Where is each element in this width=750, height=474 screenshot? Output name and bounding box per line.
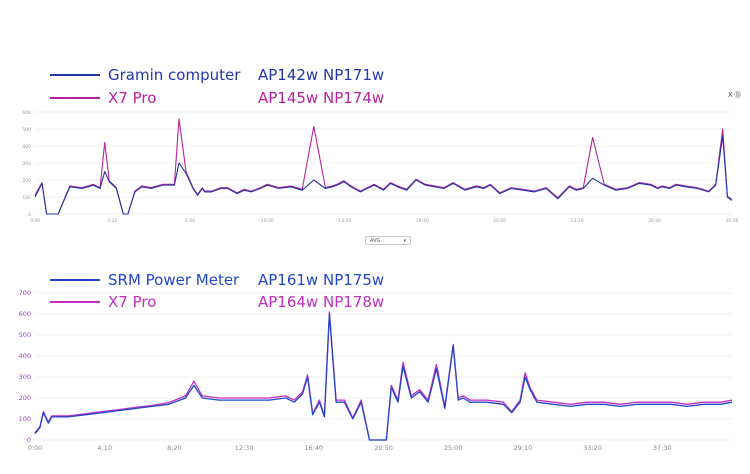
chart2-y-tick-label: 300 (19, 373, 31, 381)
metric-dropdown-value: AVG (370, 238, 381, 244)
chart2-x-tick-label: 37:30 (653, 444, 672, 452)
chart2-legend-label-srm: SRM Power Meter (108, 271, 240, 289)
chart1-y-tick-label: 300 (22, 161, 31, 167)
chart2-y-tick-label: 500 (19, 331, 31, 339)
chart1-series-line-x7-pro (34, 118, 733, 215)
chart1-x-tick-label: 26:40 (648, 218, 661, 224)
chart1-legend-stats-x7: AP145w NP174w (258, 89, 384, 107)
chart2-y-tick-label: 200 (19, 394, 31, 402)
chart1-legend-stats-garmin: AP142w NP171w (258, 66, 384, 84)
chart2-x-tick-label: 25:00 (444, 444, 463, 452)
chart2-legend-label-x7: X7 Pro (108, 293, 156, 311)
chart2-x-tick-label: 16:40 (304, 444, 323, 452)
chart1-x-tick-label: 16:40 (416, 218, 429, 224)
chart1-x-tick-label: 13:20 (338, 218, 351, 224)
chevron-down-icon: ▾ (403, 238, 406, 244)
chart2-x-tick-label: 4:10 (97, 444, 112, 452)
chart2-series-line-srm-power-meter (34, 313, 733, 441)
chart1-plot (34, 118, 733, 215)
chart2-y-tick-label: 600 (19, 310, 31, 318)
chart1-y-tick-label: 100 (22, 195, 31, 201)
chart2-x-tick-label: 12:30 (235, 444, 254, 452)
chart1-x-tick-label: 30:00 (726, 218, 739, 224)
chart2-x-tick-label: 20:50 (374, 444, 393, 452)
chart1-legend: Gramin computer AP142w NP171w X7 Pro AP1… (50, 66, 384, 107)
chart1-x-tick-label: 6:40 (185, 218, 195, 224)
chart2-legend-stats-srm: AP161w NP175w (258, 271, 384, 289)
chart2-y-tick-label: 700 (19, 289, 31, 297)
chart1-x-tick-label: 23:20 (571, 218, 584, 224)
chart1-x-tick-label: 10:00 (261, 218, 274, 224)
chart2-y-tick-label: 400 (19, 352, 31, 360)
chart2-series-line-x7-pro (34, 311, 733, 441)
chart2-x-axis: 0:00 4:10 8:20 12:30 16:40 20:50 25:00 29:10 33:… (28, 444, 672, 452)
corner-label: X Ⓓ (728, 91, 742, 99)
chart2-y-tick-label: 0 (27, 436, 31, 444)
chart2-x-tick-label: 8:20 (167, 444, 182, 452)
chart1-x-tick-label: 3:20 (107, 218, 117, 224)
chart2-y-axis: 0 100 200 300 400 500 600 700 (19, 289, 31, 444)
chart1-y-tick-label: 600 (22, 110, 31, 116)
chart2-x-tick-label: 33:20 (583, 444, 602, 452)
chart2-y-tick-label: 100 (19, 415, 31, 423)
chart1-x-tick-label: 20:00 (493, 218, 506, 224)
metric-dropdown[interactable]: AVG ▾ (365, 236, 411, 245)
chart1-gridlines (35, 111, 732, 215)
chart1-x-tick-label: 0:00 (30, 218, 40, 224)
chart1-legend-label-x7: X7 Pro (108, 89, 156, 107)
chart1-y-axis: 0 100 200 300 400 500 600 (22, 110, 31, 218)
chart2-gridlines (35, 292, 732, 441)
chart1-legend-label-garmin: Gramin computer (108, 66, 241, 84)
chart2-x-tick-label: 0:00 (28, 444, 43, 452)
chart2-legend-stats-x7: AP164w NP178w (258, 293, 384, 311)
chart1-y-tick-label: 200 (22, 178, 31, 184)
chart1-y-tick-label: 500 (22, 127, 31, 133)
chart1-y-tick-label: 0 (28, 212, 31, 218)
chart1-y-tick-label: 400 (22, 144, 31, 150)
chart2-plot (34, 311, 733, 441)
chart2-x-tick-label: 29:10 (514, 444, 533, 452)
chart1-x-axis: 0:00 3:20 6:40 10:00 13:20 16:40 20:00 23:20 26:… (30, 218, 739, 224)
chart2-legend: SRM Power Meter AP161w NP175w X7 Pro AP1… (50, 271, 384, 311)
chart1-series-line-gramin-computer (34, 135, 733, 215)
